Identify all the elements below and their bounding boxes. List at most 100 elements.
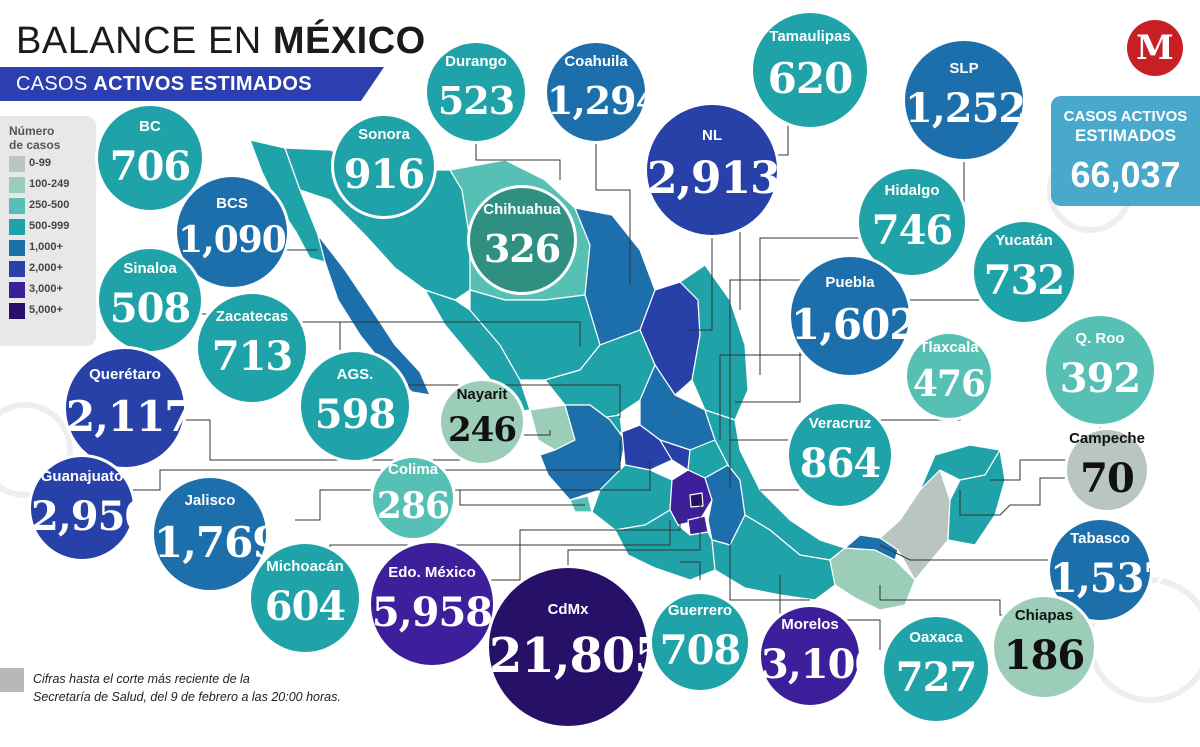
subtitle-bar [0,67,384,101]
legend-item: 250-500 [9,198,93,214]
legend-label: 250-500 [29,199,70,211]
title-bold: MÉXICO [272,20,426,62]
legend-item: 3,000+ [9,282,93,298]
legend-item: 500-999 [9,219,93,235]
state-name: SLP [949,59,979,77]
state-name: Querétaro [89,366,161,384]
footnote: Cifras hasta el corte más reciente de la… [33,670,341,706]
state-bubble: Guanajuato 2,950 [28,454,152,562]
state-bubble: Hidalgo 746 [856,166,968,278]
state-value: 598 [314,391,397,438]
state-bubble: Tamaulipas 620 [750,10,870,130]
state-value: 286 [376,484,450,527]
legend-label: 3,000+ [29,283,63,295]
state-value: 246 [448,409,517,450]
state-bubble: Durango 523 [424,40,528,144]
state-value: 916 [343,151,426,198]
state-bubble: Edo. México 5,958 [368,540,496,668]
state-value: 476 [912,362,986,405]
state-value: 508 [109,285,192,332]
state-name: Edo. México [388,563,476,581]
state-name: BC [139,117,161,135]
legend-swatch [9,156,25,172]
milenio-logo: M [1127,20,1183,76]
total-label-line2: ESTIMADOS [1074,126,1177,145]
footnote-line2: Secretaría de Salud, del 9 de febrero a … [33,690,341,704]
legend-swatch [9,177,25,193]
state-value: 727 [895,654,978,701]
state-value: 21,805 [489,628,668,685]
state-value: 2,117 [66,392,194,442]
state-value: 3,100 [761,641,882,688]
state-value: 392 [1059,355,1142,402]
legend-swatch [9,282,25,298]
total-card: CASOS ACTIVOS ESTIMADOS 66,037 [1051,96,1200,206]
state-bubble: Michoacán 604 [248,541,362,655]
state-name: Puebla [825,274,875,292]
state-name: Q. Roo [1075,329,1125,347]
state-name: Colima [387,460,438,478]
state-name: Sinaloa [123,259,177,277]
state-value: 186 [1003,632,1086,679]
state-bubble: BCS 1,090 [174,174,290,290]
state-value: 326 [483,225,561,271]
state-bubble: Campeche 70 [1064,427,1150,513]
state-bubble: Sonora 916 [331,113,437,219]
legend-title-line2: de casos [9,138,61,152]
state-name: CdMx [547,600,589,618]
state-value: 1,537 [1050,555,1171,602]
footnote-swatch [0,668,24,692]
legend-label: 1,000+ [29,241,63,253]
state-bubble: Veracruz 864 [786,401,894,509]
state-shape-chiapas [829,547,916,611]
legend-label: 2,000+ [29,262,63,274]
state-name: Tamaulipas [769,28,851,46]
legend-title-line1: Número [9,124,55,138]
state-value: 1,252 [905,85,1026,132]
state-bubble: Oaxaca 727 [881,614,991,724]
state-value: 604 [264,583,347,630]
state-shape-bcs [317,234,431,396]
state-bubble: Chiapas 186 [991,594,1097,700]
legend-title: Número de casos [9,124,60,152]
state-name: Michoacán [266,557,344,575]
state-bubble: Querétaro 2,117 [63,346,194,470]
state-name: Zacatecas [215,307,289,325]
state-name: Chihuahua [483,201,561,219]
state-bubble: Q. Roo 392 [1043,313,1157,427]
subtitle-regular: CASOS [16,73,94,95]
state-value: 1,602 [791,300,919,350]
state-bubble: Sinaloa 508 [96,246,204,354]
state-name: Yucatán [995,231,1053,249]
legend-item: 0-99 [9,156,93,172]
state-value: 620 [767,54,854,104]
state-value: 706 [109,143,192,190]
state-value: 864 [799,440,882,487]
state-name: Veracruz [808,414,872,432]
state-name: Guerrero [667,601,733,619]
title-regular: BALANCE EN [16,20,273,62]
state-name: Oaxaca [909,628,963,646]
state-name: Durango [445,53,507,71]
legend-item: 5,000+ [9,303,93,319]
state-value: 1,769 [154,518,282,568]
state-name: Chiapas [1014,606,1074,624]
state-name: Tabasco [1070,529,1130,547]
state-bubble: NL 2,913 [644,102,781,238]
total-label-line1: CASOS ACTIVOS [1063,108,1188,125]
legend-swatch [9,240,25,256]
state-bubble: BC 706 [95,103,205,213]
state-name: Coahuila [564,53,628,71]
state-value: 523 [437,77,515,123]
state-shape-jalisco [539,404,626,501]
legend-swatch [9,219,25,235]
state-bubble: Puebla 1,602 [788,254,919,378]
footnote-line1: Cifras hasta el corte más reciente de la [33,672,250,686]
state-name: Campeche [1069,429,1145,447]
subtitle-bold: ACTIVOS ESTIMADOS [93,73,312,95]
state-name: Guanajuato [40,467,124,485]
state-value: 732 [983,257,1066,304]
state-value: 2,913 [647,153,781,205]
state-bubble: Zacatecas 713 [195,291,309,405]
state-name: Hidalgo [884,181,940,199]
